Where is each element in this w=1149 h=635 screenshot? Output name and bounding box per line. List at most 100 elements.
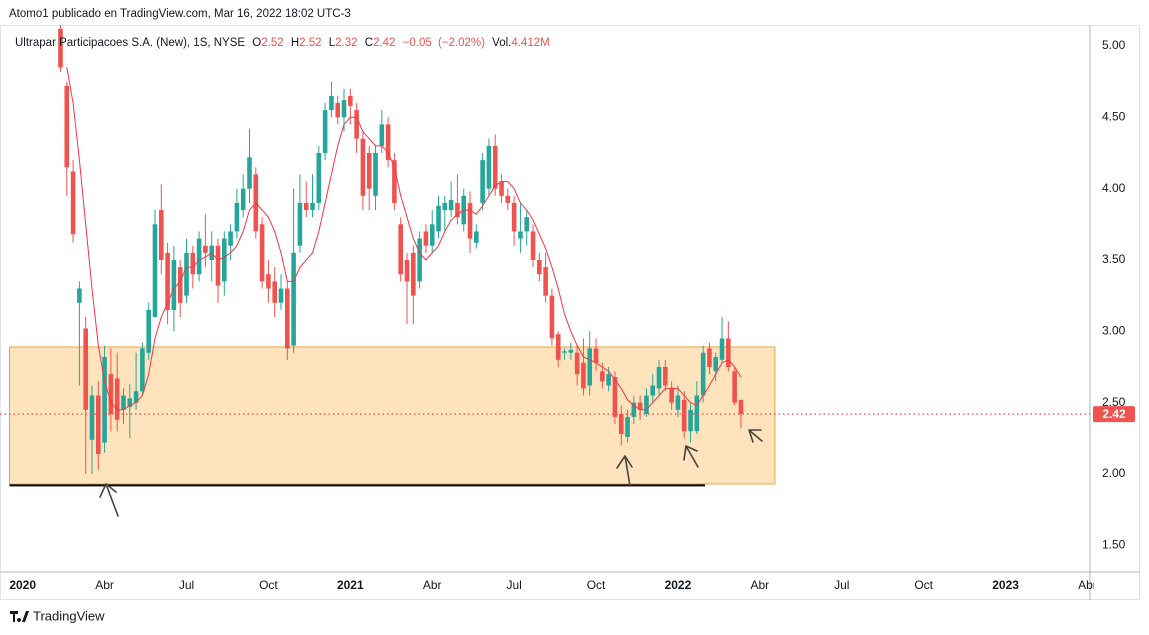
arrow	[99, 483, 119, 517]
x-tick-label: 2022	[665, 578, 692, 592]
volume-value: 4.412M	[511, 37, 549, 49]
x-tick-label: Jul	[834, 578, 849, 592]
candle-body	[146, 309, 151, 353]
x-tick-label: 2023	[992, 578, 1019, 592]
candle-body	[474, 231, 479, 243]
candle-body	[663, 366, 668, 386]
change: −0.05	[403, 37, 432, 49]
candle-body	[530, 231, 536, 260]
candle-body	[190, 252, 196, 275]
last-price-badge	[1093, 406, 1135, 423]
candle-body	[89, 395, 95, 440]
candle-body	[480, 160, 485, 203]
candle-body	[102, 356, 107, 443]
candle-body	[171, 259, 177, 310]
candle-body	[537, 259, 542, 275]
ohlc-name: H	[291, 37, 299, 49]
ohlc-name: O	[252, 37, 261, 49]
ohlc-value: 2.32	[335, 37, 357, 49]
candle-body	[278, 288, 284, 303]
candle-body	[140, 348, 145, 392]
x-tick-label: 2020	[9, 578, 36, 592]
x-tick-label: Oct	[259, 578, 278, 592]
y-tick-label: 4.00	[1102, 181, 1126, 195]
candle-body	[455, 202, 460, 218]
candle-body	[70, 171, 76, 235]
candle-body	[568, 349, 574, 353]
candle-body	[121, 395, 126, 410]
y-tick-label: 2.50	[1102, 395, 1126, 409]
candle-body	[417, 238, 422, 282]
y-tick-label: 5.00	[1102, 38, 1126, 52]
candle-body	[606, 374, 611, 386]
candle-body	[203, 245, 208, 253]
footer-logo	[10, 611, 29, 622]
candle-body	[158, 210, 164, 260]
candle-body	[593, 348, 599, 363]
candle-body	[669, 388, 674, 403]
candle-body	[222, 238, 227, 282]
candle-body	[77, 288, 82, 303]
y-tick-label: 3.50	[1102, 252, 1126, 266]
candle-body	[518, 231, 523, 239]
candle-body	[234, 202, 240, 232]
x-tick-label: Jul	[179, 578, 194, 592]
candle-body	[543, 267, 548, 296]
x-tick-label: Oct	[587, 578, 606, 592]
candle-body	[631, 402, 637, 417]
candle-body	[196, 238, 202, 275]
x-tick-label: Oct	[914, 578, 933, 592]
change-pct: (−2.02%)	[438, 37, 485, 49]
candle-body	[95, 395, 101, 455]
candle-body	[587, 348, 593, 386]
candle-body	[291, 252, 296, 346]
candle-body	[726, 338, 731, 367]
candle-body	[505, 195, 511, 203]
candle-body	[404, 259, 410, 282]
candle-body	[467, 202, 473, 239]
x-tick-label: Abr	[423, 578, 442, 592]
candle-body	[681, 399, 687, 432]
y-tick-label: 4.50	[1102, 109, 1126, 123]
candle-body	[442, 202, 448, 211]
x-tick-label: Jul	[506, 578, 521, 592]
candle-body	[618, 414, 624, 435]
support-zone	[8, 346, 776, 485]
candle-body	[581, 362, 586, 389]
candle-body	[625, 416, 630, 437]
candle-body	[133, 391, 139, 403]
x-tick-label: Abr	[1078, 578, 1097, 592]
candle-body	[360, 138, 366, 196]
candle-body	[83, 328, 88, 410]
candle-body	[354, 110, 359, 139]
arrows	[99, 429, 763, 517]
candle-body	[549, 295, 555, 339]
candle-body	[436, 205, 441, 232]
x-tick-label: Abr	[751, 578, 770, 592]
y-axis: 5.00 4.50 4.00 3.50 3.00 2.50 2.00 1.50 2.42	[1093, 38, 1135, 551]
ohlc-value: 2.52	[299, 37, 321, 49]
candle-body	[511, 202, 517, 232]
candle-body	[329, 95, 334, 111]
candle-body	[644, 395, 649, 415]
candle-body	[335, 103, 341, 118]
candle-body	[732, 371, 737, 403]
candle-body	[713, 356, 719, 372]
candle-body	[492, 145, 498, 189]
candle-body	[240, 188, 246, 211]
candle-body	[228, 231, 233, 246]
ohlc-value: 2.52	[261, 37, 283, 49]
candle-body	[429, 224, 435, 246]
moving-average	[66, 67, 742, 411]
candle-body	[694, 395, 700, 432]
ohlc-name: C	[365, 37, 373, 49]
candle-body	[152, 224, 158, 318]
candle-body	[675, 395, 681, 410]
ohlc-value: 2.42	[373, 37, 395, 49]
last-price-label: 2.42	[1102, 407, 1126, 421]
x-axis: 2020 Abr Jul Oct 2021 Abr Jul Oct 2022 Abr Jul Oct 2…	[9, 578, 1097, 592]
candle-body	[612, 376, 618, 417]
candle-body	[114, 378, 120, 420]
candle-body	[707, 348, 712, 367]
